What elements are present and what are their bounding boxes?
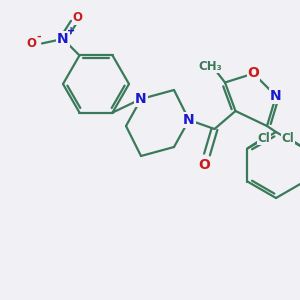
Text: Cl: Cl <box>257 131 270 145</box>
Text: N: N <box>270 89 282 103</box>
Text: O: O <box>26 37 37 50</box>
Text: N: N <box>183 113 195 127</box>
Text: N: N <box>57 32 69 46</box>
Text: O: O <box>248 67 260 80</box>
Text: O: O <box>72 11 82 24</box>
Text: +: + <box>67 26 76 35</box>
Text: Cl: Cl <box>282 131 295 145</box>
Text: -: - <box>36 32 41 42</box>
Text: CH₃: CH₃ <box>198 59 222 73</box>
Text: O: O <box>198 158 210 172</box>
Text: N: N <box>135 92 147 106</box>
